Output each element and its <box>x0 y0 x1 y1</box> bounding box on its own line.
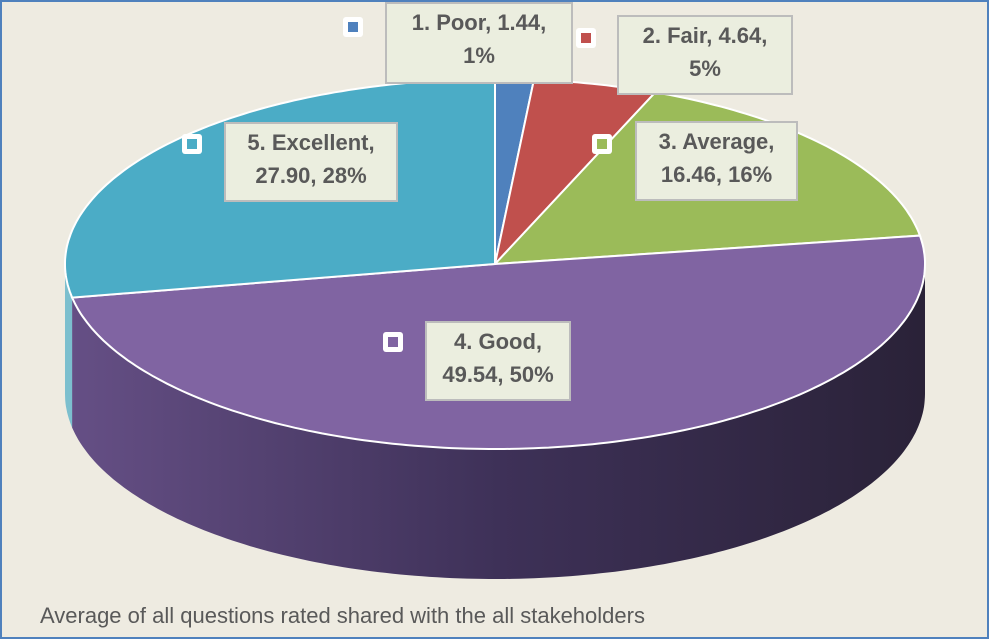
legend-key-poor <box>343 17 363 37</box>
data-label-average: 3. Average, 16.46, 16% <box>635 121 798 201</box>
data-label-poor: 1. Poor, 1.44, 1% <box>385 2 573 84</box>
pie-side-good <box>72 264 926 579</box>
pie-side-excellent <box>65 264 73 428</box>
data-label-excellent: 5. Excellent, 27.90, 28% <box>224 122 398 202</box>
legend-key-good <box>383 332 403 352</box>
legend-key-average <box>592 134 612 154</box>
legend-key-excellent <box>182 134 202 154</box>
legend-key-fair <box>576 28 596 48</box>
data-label-fair: 2. Fair, 4.64, 5% <box>617 15 793 95</box>
chart-title: Average of all questions rated shared wi… <box>40 603 645 628</box>
data-label-good: 4. Good, 49.54, 50% <box>425 321 571 401</box>
